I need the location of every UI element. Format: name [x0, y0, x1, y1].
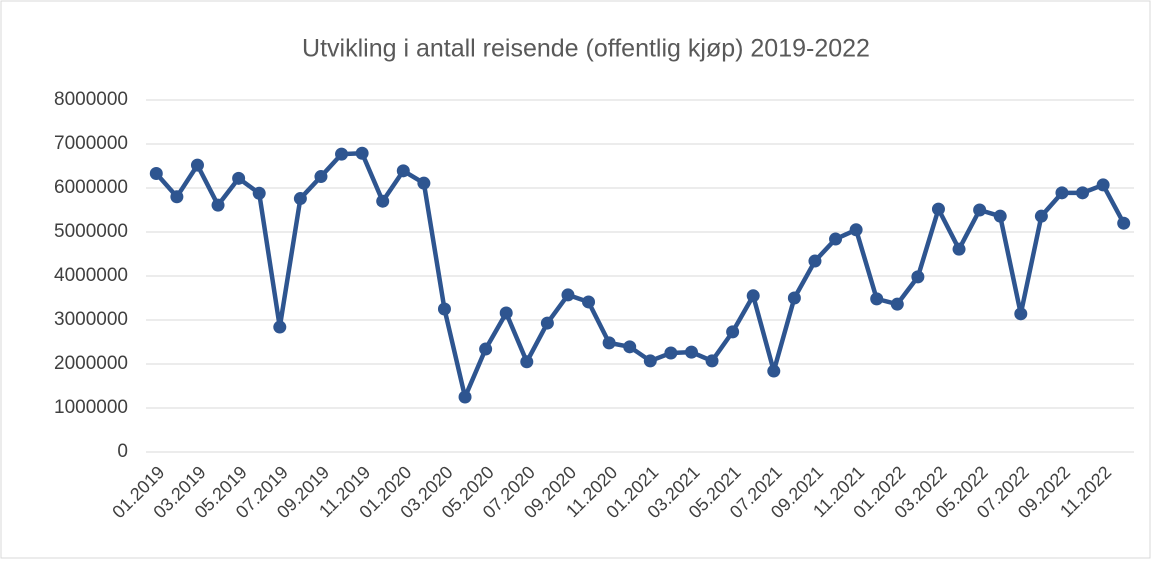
data-point	[417, 176, 431, 190]
data-point	[890, 297, 904, 311]
y-tick-label: 4000000	[54, 265, 128, 286]
data-point	[602, 336, 616, 350]
data-point	[479, 342, 493, 356]
data-point	[355, 146, 369, 160]
data-point	[520, 355, 534, 369]
data-point	[643, 354, 657, 368]
data-point	[1096, 178, 1110, 192]
data-point	[849, 223, 863, 237]
data-point	[993, 209, 1007, 223]
data-point	[952, 242, 966, 256]
data-point	[149, 166, 163, 180]
data-point	[973, 203, 987, 217]
data-point	[437, 302, 451, 316]
y-tick-label: 8000000	[54, 89, 128, 110]
data-point	[1014, 307, 1028, 321]
data-point	[1076, 186, 1090, 200]
data-point	[870, 292, 884, 306]
data-point	[335, 147, 349, 161]
data-point	[931, 202, 945, 216]
data-point	[314, 170, 328, 184]
data-point	[1055, 186, 1069, 200]
data-point	[376, 194, 390, 208]
data-point	[1034, 209, 1048, 223]
data-point	[293, 192, 307, 206]
data-point	[1117, 216, 1131, 230]
data-point	[211, 198, 225, 212]
chart-title: Utvikling i antall reisende (offentlig k…	[302, 35, 870, 63]
y-tick-label: 0	[117, 441, 128, 462]
data-point	[808, 254, 822, 268]
y-tick-label: 7000000	[54, 133, 128, 154]
data-point	[746, 289, 760, 303]
data-point	[829, 232, 843, 246]
y-tick-label: 1000000	[54, 397, 128, 418]
data-point	[623, 340, 637, 354]
data-point	[499, 306, 513, 320]
data-point	[396, 164, 410, 178]
y-tick-label: 2000000	[54, 353, 128, 374]
y-tick-label: 6000000	[54, 177, 128, 198]
data-point	[767, 364, 781, 378]
data-point	[190, 158, 204, 172]
data-point	[787, 291, 801, 305]
data-point	[458, 390, 472, 404]
data-point	[684, 345, 698, 359]
data-point	[911, 270, 925, 284]
data-point	[561, 288, 575, 302]
data-point	[726, 325, 740, 339]
data-point	[664, 346, 678, 360]
data-point	[273, 320, 287, 334]
y-tick-label: 5000000	[54, 221, 128, 242]
data-point	[540, 316, 554, 330]
data-point	[582, 295, 596, 309]
data-point	[705, 354, 719, 368]
y-tick-label: 3000000	[54, 309, 128, 330]
data-point	[252, 186, 266, 200]
data-point	[232, 171, 246, 185]
data-point	[170, 190, 184, 204]
